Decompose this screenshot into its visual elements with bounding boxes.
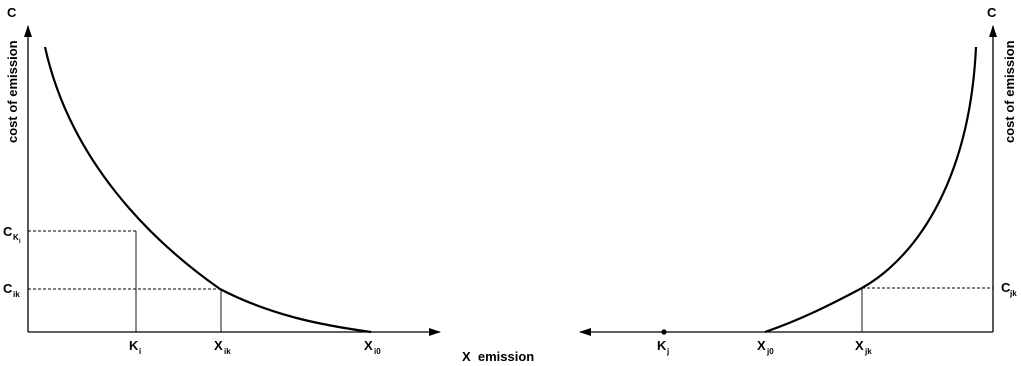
svg-text:j: j bbox=[666, 347, 669, 356]
left-panel: C cost of emission C K i C ik K i X ik X… bbox=[3, 5, 441, 356]
svg-text:K: K bbox=[129, 338, 139, 353]
right-kj-label: K j bbox=[657, 338, 669, 356]
right-y-axis-title: cost of emission bbox=[1002, 40, 1017, 143]
right-panel: C cost of emission C jk K j X j0 X jk bbox=[579, 5, 1017, 356]
left-xik-label: X ik bbox=[214, 338, 231, 356]
right-kj-point bbox=[661, 329, 667, 335]
left-cost-curve bbox=[43, 46, 372, 334]
svg-text:C: C bbox=[3, 224, 13, 239]
left-xi0-label: X i0 bbox=[364, 338, 381, 356]
right-cost-curve bbox=[764, 46, 978, 334]
svg-text:i: i bbox=[139, 347, 141, 356]
svg-text:X: X bbox=[855, 338, 864, 353]
svg-text:ik: ik bbox=[224, 347, 231, 356]
svg-text:ik: ik bbox=[13, 290, 20, 299]
svg-text:K: K bbox=[657, 338, 667, 353]
svg-text:X: X bbox=[214, 338, 223, 353]
svg-text:i0: i0 bbox=[374, 347, 381, 356]
svg-text:i: i bbox=[19, 239, 21, 245]
right-xj0-label: X j0 bbox=[757, 338, 774, 356]
left-ck-label: C K i bbox=[3, 224, 21, 245]
left-cik-label: C ik bbox=[3, 281, 20, 299]
left-y-axis-symbol: C bbox=[7, 5, 17, 20]
svg-text:K: K bbox=[13, 233, 19, 242]
svg-text:X: X bbox=[364, 338, 373, 353]
right-y-axis-symbol: C bbox=[987, 5, 997, 20]
svg-text:jk: jk bbox=[1009, 289, 1017, 298]
left-ki-label: K i bbox=[129, 338, 141, 356]
svg-text:C: C bbox=[3, 281, 13, 296]
svg-text:X: X bbox=[757, 338, 766, 353]
right-cjk-label: C jk bbox=[1001, 280, 1017, 298]
svg-text:C: C bbox=[1001, 280, 1011, 295]
svg-text:j0: j0 bbox=[766, 347, 774, 356]
x-axis-title: X emission bbox=[462, 349, 534, 364]
right-xjk-label: X jk bbox=[855, 338, 872, 356]
left-y-axis-title: cost of emission bbox=[5, 40, 20, 143]
svg-text:jk: jk bbox=[864, 347, 872, 356]
